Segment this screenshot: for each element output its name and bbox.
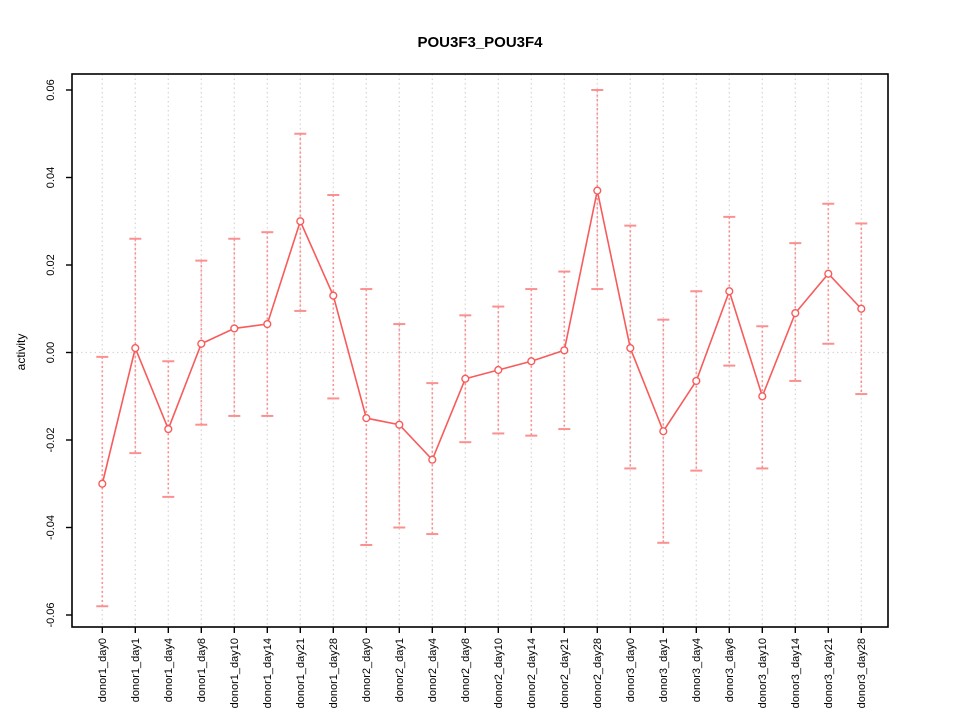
data-point-donor3_day0: [626, 344, 635, 353]
data-point-donor2_day28: [593, 186, 602, 195]
y-tick-label: 0.04: [45, 167, 57, 188]
data-point-donor1_day4: [164, 424, 173, 434]
x-tick-label-donor3_day4: donor3_day4: [691, 638, 703, 702]
x-tick-label-donor3_day10: donor3_day10: [757, 638, 769, 708]
x-tick-label-donor2_day8: donor2_day8: [460, 638, 472, 702]
y-tick-label: -0.04: [45, 515, 57, 540]
y-tick-label: 0.06: [45, 79, 57, 100]
error-bar-layer: [96, 89, 868, 608]
x-tick-label-donor1_day8: donor1_day8: [196, 638, 208, 702]
data-point-donor1_day10: [230, 324, 239, 333]
x-tick-label-donor1_day4: donor1_day4: [163, 638, 175, 702]
data-point-donor1_day28: [329, 291, 338, 300]
data-point-donor3_day28: [857, 304, 866, 313]
x-tick-label-donor3_day8: donor3_day8: [724, 638, 736, 702]
data-point-donor3_day10: [758, 392, 767, 401]
series-layer: [98, 186, 866, 488]
x-tick-label-donor2_day10: donor2_day10: [493, 638, 505, 708]
plot-border: [71, 73, 889, 628]
data-point-donor1_day1: [131, 344, 140, 353]
data-point-donor3_day14: [791, 309, 800, 318]
data-point-donor2_day8: [461, 374, 470, 383]
data-point-donor2_day1: [395, 420, 404, 429]
data-point-donor2_day10: [494, 365, 503, 375]
x-tick-label-donor2_day4: donor2_day4: [427, 638, 439, 702]
x-tick-label-donor2_day1: donor2_day1: [394, 638, 406, 702]
y-axis-label: activity: [14, 334, 28, 371]
data-point-donor1_day14: [263, 319, 272, 329]
data-point-donor2_day4: [428, 455, 437, 464]
x-tick-label-donor3_day21: donor3_day21: [823, 638, 835, 708]
data-point-donor2_day21: [560, 346, 569, 355]
data-point-donor1_day8: [197, 339, 206, 348]
x-tick-label-donor1_day14: donor1_day14: [262, 638, 274, 708]
x-tick-label-donor2_day14: donor2_day14: [526, 638, 538, 708]
y-tick-label: 0.00: [45, 342, 57, 363]
data-point-donor1_day21: [296, 217, 305, 226]
data-point-donor3_day4: [692, 376, 701, 386]
data-point-donor3_day1: [659, 427, 668, 436]
x-tick-label-donor2_day0: donor2_day0: [361, 638, 373, 702]
data-point-donor3_day8: [725, 287, 734, 296]
axes-layer: 0.06 0.04 0.02 0.00 -0.02 -0.04 -0.06 donor1_da…: [45, 73, 889, 708]
x-tick-label-donor1_day28: donor1_day28: [328, 638, 340, 708]
data-point-donor3_day21: [824, 269, 833, 278]
x-tick-label-donor1_day21: donor1_day21: [295, 638, 307, 708]
y-tick-label: -0.06: [45, 602, 57, 627]
y-tick-label: 0.02: [45, 254, 57, 275]
x-tick-label-donor2_day28: donor2_day28: [592, 638, 604, 708]
x-tick-label-donor3_day14: donor3_day14: [790, 638, 802, 708]
x-tick-label-donor3_day0: donor3_day0: [625, 638, 637, 702]
x-tick-label-donor2_day21: donor2_day21: [559, 638, 571, 708]
x-tick-label-donor1_day10: donor1_day10: [229, 638, 241, 708]
data-point-donor2_day0: [362, 414, 371, 423]
x-tick-label-donor1_day1: donor1_day1: [130, 638, 142, 702]
chart-title: POU3F3_POU3F4: [417, 34, 543, 51]
y-tick-label: -0.02: [45, 427, 57, 452]
series-line: [101, 190, 862, 484]
x-tick-label-donor3_day1: donor3_day1: [658, 638, 670, 702]
grid-layer: [72, 74, 888, 627]
data-point-donor1_day0: [98, 479, 107, 488]
data-point-donor2_day14: [527, 357, 536, 366]
x-tick-label-donor1_day0: donor1_day0: [97, 638, 109, 702]
x-tick-label-donor3_day28: donor3_day28: [856, 638, 868, 708]
